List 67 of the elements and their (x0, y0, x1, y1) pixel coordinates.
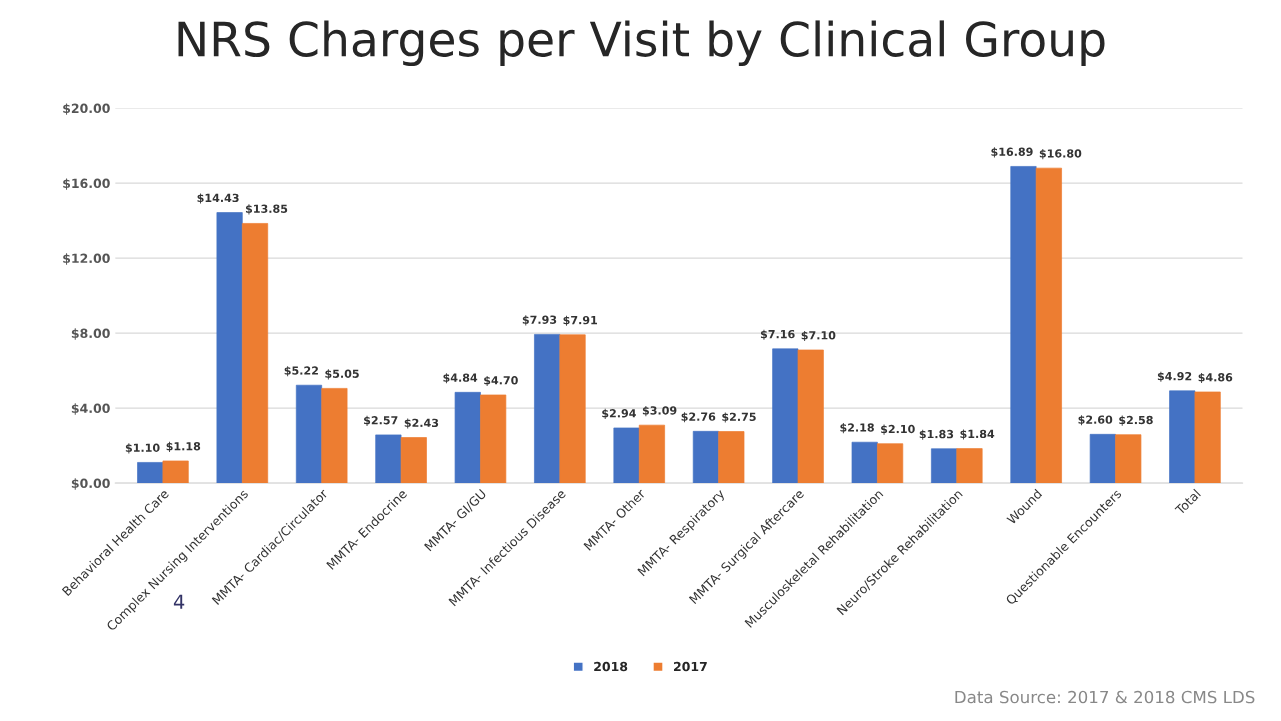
bar (162, 460, 189, 484)
data-label: $2.60 (1078, 415, 1113, 426)
y-tick-label: $8.00 (71, 328, 110, 340)
legend-label: 2017 (673, 661, 707, 672)
data-label: $4.70 (484, 375, 518, 386)
bar (613, 427, 640, 484)
data-label: $1.84 (960, 429, 995, 440)
bar (1010, 166, 1037, 484)
text: 4 (173, 594, 185, 609)
legend-label: 2018 (594, 661, 628, 672)
data-label: $14.43 (197, 193, 239, 204)
bar (956, 448, 983, 484)
bar (692, 430, 719, 484)
data-label: $16.89 (991, 147, 1033, 158)
bar (931, 448, 958, 484)
bar (1194, 391, 1221, 484)
bar (877, 443, 904, 484)
data-label: $16.80 (1039, 149, 1082, 160)
data-label: $7.10 (801, 330, 836, 341)
bar (1169, 390, 1196, 484)
bar (772, 348, 799, 484)
data-label: $1.83 (919, 429, 954, 440)
bar (400, 437, 427, 484)
bar (797, 349, 824, 484)
y-tick-label: $16.00 (63, 178, 110, 190)
data-label: $2.76 (681, 412, 716, 423)
data-label: $7.93 (522, 315, 557, 326)
data-label: $2.57 (364, 415, 398, 426)
bar (1115, 434, 1142, 484)
data-label: $2.94 (602, 408, 636, 419)
data-label: $3.09 (642, 406, 677, 417)
chart-title: NRS Charges per Visit by Clinical Group (178, 20, 1105, 67)
data-label: $2.10 (881, 424, 915, 435)
bar (321, 388, 348, 484)
bar (851, 441, 878, 484)
data-label: $7.16 (760, 329, 795, 340)
bar (137, 462, 164, 484)
bar (375, 434, 402, 484)
bar (216, 212, 243, 484)
y-tick-label: $20.00 (63, 103, 110, 115)
data-label: $4.92 (1157, 371, 1192, 382)
data-label: $7.91 (563, 315, 598, 326)
bar (638, 424, 665, 484)
data-label: $2.43 (404, 418, 439, 429)
bar (1089, 433, 1116, 484)
bar (1035, 167, 1062, 484)
bar (534, 334, 561, 484)
bar (480, 394, 507, 484)
bar (718, 431, 745, 484)
source-note: Data Source: 2017 & 2018 CMS LDS (955, 690, 1255, 704)
data-label: $2.75 (722, 412, 756, 423)
data-label: $2.18 (840, 423, 874, 434)
y-tick-label: $0.00 (71, 478, 110, 490)
data-label: $1.18 (166, 441, 201, 452)
data-label: $13.85 (245, 204, 288, 215)
data-label: $4.86 (1198, 372, 1233, 383)
data-label: $5.22 (284, 366, 318, 377)
y-tick-label: $4.00 (71, 403, 110, 415)
y-tick-label: $12.00 (63, 253, 110, 265)
data-label: $2.58 (1119, 415, 1153, 426)
data-label: $4.84 (443, 373, 478, 384)
data-label: $1.10 (125, 443, 160, 454)
data-label: $5.05 (325, 369, 359, 380)
bar (454, 391, 481, 484)
bar (241, 223, 269, 484)
bar (295, 384, 323, 484)
bar (559, 334, 586, 484)
